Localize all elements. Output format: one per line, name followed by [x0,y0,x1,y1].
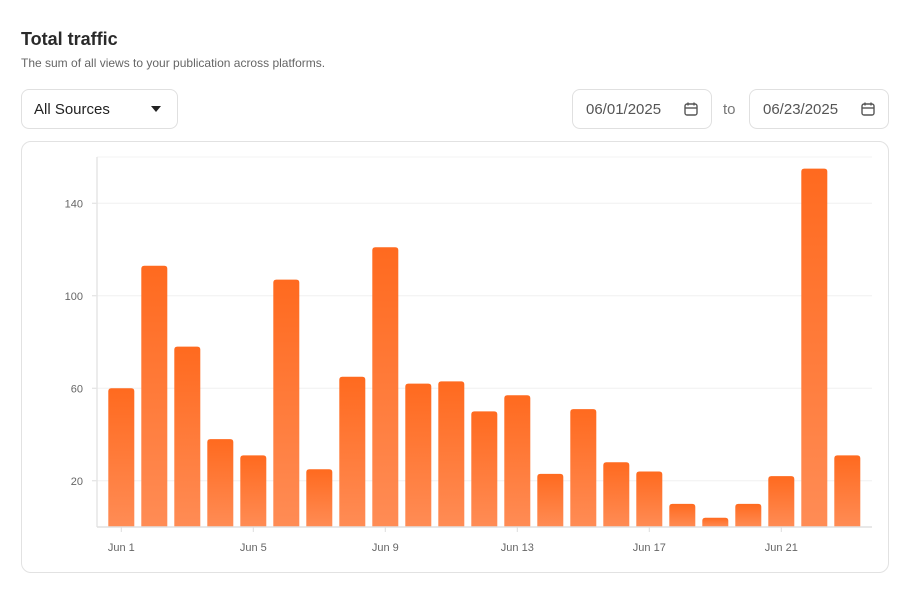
x-tick-label: Jun 21 [765,542,798,554]
date-range-separator: to [723,101,736,118]
bar-jun-16 [603,462,630,527]
bar-jun-6 [273,279,300,527]
x-tick-label: Jun 1 [108,542,135,554]
x-tick-label: Jun 17 [633,542,666,554]
bar-jun-23 [834,455,861,527]
bar-jun-9 [372,247,399,527]
start-date-input[interactable]: 06/01/2025 [572,89,712,129]
y-tick-label: 60 [71,383,83,395]
bar-jun-3 [174,346,201,527]
x-tick-label: Jun 5 [240,542,267,554]
bar-jun-2 [141,265,168,527]
bar-jun-15 [570,409,597,527]
y-tick-label: 140 [65,198,83,210]
bar-jun-22 [801,168,828,527]
caret-down-icon [151,106,161,112]
end-date-input[interactable]: 06/23/2025 [749,89,889,129]
bar-jun-11 [438,381,465,527]
bar-jun-18 [669,503,696,527]
bar-jun-21 [768,476,795,527]
page-subtitle: The sum of all views to your publication… [21,56,326,70]
bar-jun-19 [702,517,729,527]
end-date-value: 06/23/2025 [763,100,839,118]
source-select[interactable]: All Sources [21,89,178,129]
y-tick-label: 100 [65,291,83,303]
bar-jun-14 [537,473,564,527]
bar-jun-8 [339,376,366,527]
bar-jun-13 [504,395,531,527]
bar-jun-20 [735,503,762,527]
bar-jun-17 [636,471,663,527]
bar-jun-12 [471,411,498,527]
chart-card [21,141,889,573]
calendar-icon[interactable] [683,101,699,117]
calendar-icon[interactable] [860,101,876,117]
bar-jun-4 [207,439,234,527]
bar-jun-5 [240,455,267,527]
x-tick-label: Jun 13 [501,542,534,554]
page-title: Total traffic [21,29,118,49]
x-tick-label: Jun 9 [372,542,399,554]
bar-jun-1 [108,388,135,527]
bar-jun-7 [306,469,333,527]
bar-jun-10 [405,383,432,527]
y-tick-label: 20 [71,476,83,488]
start-date-value: 06/01/2025 [586,100,662,118]
source-select-value: All Sources [34,100,110,118]
